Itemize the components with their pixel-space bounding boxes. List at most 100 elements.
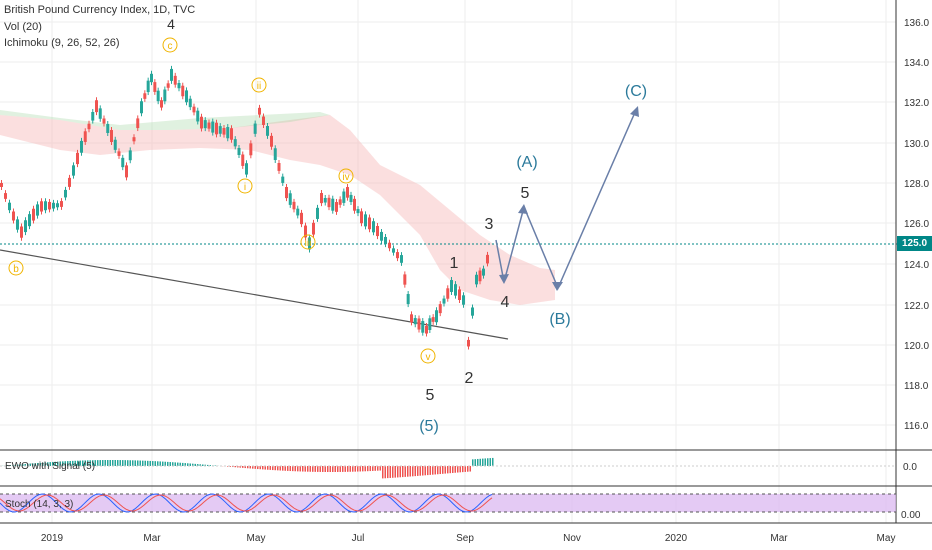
trendline[interactable] [0, 249, 509, 340]
ewo-bar [397, 466, 399, 478]
ewo-bar [302, 466, 304, 472]
ewo-bar [84, 460, 86, 466]
ewo-bar [289, 466, 291, 472]
ewo-indicator-label[interactable]: EWO with Signal (5) [5, 461, 96, 472]
candle [431, 317, 435, 322]
ewo-bar [422, 466, 424, 476]
candle [482, 268, 485, 276]
ewo-bar [464, 466, 466, 472]
ewo-bar [199, 464, 201, 466]
ewo-bar [384, 466, 386, 479]
ewo-bar [174, 462, 176, 466]
candle [442, 298, 446, 304]
candle [143, 93, 147, 99]
ewo-bar [164, 461, 166, 466]
candle [413, 318, 417, 325]
ewo-bar [437, 466, 439, 475]
ewo-bar [409, 466, 411, 477]
ichimoku-indicator-label[interactable]: Ichimoku (9, 26, 52, 26) [4, 37, 120, 49]
candle [253, 123, 257, 134]
ewo-axis-tick: 0.0 [903, 462, 917, 473]
ewo-bar [482, 458, 484, 466]
candle [454, 284, 457, 296]
ewo-bar [357, 466, 359, 472]
candle [292, 201, 296, 210]
candle [222, 128, 226, 135]
candle [48, 201, 51, 210]
candle [478, 270, 482, 282]
ewo-bar [297, 466, 299, 472]
svg-text:i: i [244, 182, 246, 193]
wave-iii-marker: iii [300, 234, 316, 250]
time-axis[interactable]: 2019 Mar May Jul Sep Nov 2020 Mar May [41, 533, 896, 544]
ewo-bar [39, 462, 41, 466]
volume-indicator-label[interactable]: Vol (20) [4, 21, 42, 33]
candle [277, 163, 281, 171]
candle [450, 280, 453, 292]
ewo-bar [444, 466, 446, 474]
ewo-bar [259, 466, 261, 470]
candle [185, 90, 188, 103]
ewo-bar [407, 466, 409, 477]
ewo-bar [472, 459, 474, 466]
ewo-bar [469, 466, 471, 472]
ewo-bar [14, 464, 16, 466]
candle [83, 131, 87, 142]
ewo-bar [377, 466, 379, 471]
ewo-bar [379, 466, 381, 471]
ewo-bar [317, 466, 319, 472]
candle [331, 198, 335, 211]
candle [12, 211, 15, 221]
svg-text:iv: iv [342, 172, 349, 183]
candle [68, 177, 71, 187]
intermediate-wave-labels: 1 2 3 4 5 5 [426, 185, 530, 404]
ewo-bar [177, 462, 179, 466]
ewo-bar [467, 466, 469, 472]
ewo-bar [284, 466, 286, 471]
candle [406, 294, 410, 305]
candle [312, 222, 315, 235]
candle [24, 220, 27, 233]
candle [486, 254, 489, 264]
ewo-bar [202, 464, 204, 466]
candle [52, 202, 55, 209]
candle [233, 139, 237, 147]
ewo-bar [62, 461, 64, 466]
price-axis[interactable]: 136.0 134.0 132.0 130.0 128.0 126.0 124.0 122.0… [904, 18, 929, 432]
candle [44, 201, 47, 211]
ewo-bar [477, 458, 479, 466]
candle [95, 100, 98, 113]
candle [384, 236, 387, 245]
candle [4, 193, 7, 199]
ewo-bar [92, 460, 94, 466]
ewo-bar [29, 463, 31, 466]
stoch-indicator-label[interactable]: Stoch (14, 3, 3) [5, 499, 74, 510]
candle [102, 118, 106, 124]
ewo-bar [272, 466, 274, 471]
ewo-bar [337, 466, 339, 472]
price-tick-label: 118.0 [904, 381, 929, 392]
ewo-bar [362, 466, 364, 472]
symbol-title[interactable]: British Pound Currency Index, 1D, TVC [4, 4, 196, 16]
candle [56, 203, 59, 208]
candle [400, 255, 403, 263]
candle [335, 202, 338, 212]
ewo-bar [109, 460, 111, 466]
ewo-bar [167, 461, 169, 466]
ewo-bar [207, 464, 209, 466]
candle [132, 137, 136, 142]
candle [316, 207, 319, 219]
candle [196, 110, 200, 122]
ewo-bar [229, 466, 231, 467]
ewo-histogram [2, 457, 494, 479]
candle [166, 83, 170, 88]
ewo-bar [139, 460, 141, 466]
ewo-bar [117, 460, 119, 466]
ewo-bar [324, 466, 326, 472]
stoch-d-line [0, 494, 493, 512]
candle [372, 221, 375, 233]
stoch-k-line [0, 493, 493, 513]
candle [203, 120, 207, 129]
candlestick-series [0, 65, 489, 350]
